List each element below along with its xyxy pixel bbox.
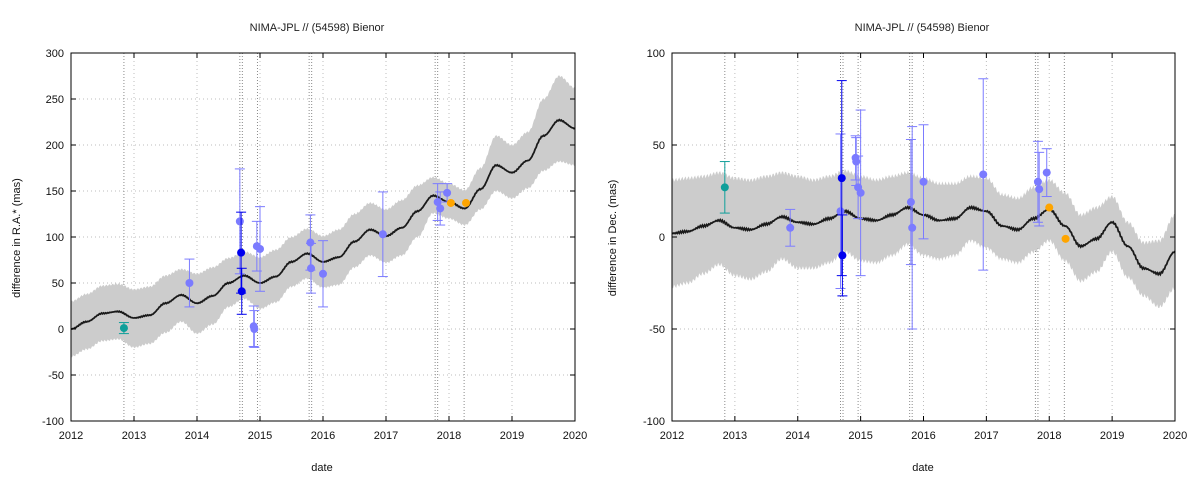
dec-chart-panel: -100 -50 0 50 100 2012 2013 2014 2015 2016 2017 201… [607,22,1187,474]
dec-data-point [979,170,988,179]
dec-data-point [836,207,845,216]
ra-data-point [433,198,442,207]
dec-y-tick-label: 50 [653,140,665,152]
dec-x-tick-label: 2017 [974,430,998,442]
ra-uncertainty-band [71,75,575,358]
dec-x-tick-label: 2020 [1163,430,1187,442]
ra-data-point [446,198,455,207]
ra-x-tick-label: 2019 [500,430,524,442]
ra-x-tick-label: 2016 [311,430,335,442]
ra-data-point [378,230,387,239]
dec-x-tick-label: 2012 [660,430,684,442]
dec-y-tick-label: -50 [649,324,665,336]
ra-x-tick-label: 2018 [437,430,461,442]
dec-x-tick-label: 2016 [911,430,935,442]
ra-data-point [436,204,445,213]
ra-x-tick-label: 2017 [374,430,398,442]
dec-data-point [786,223,795,232]
dec-data-point [906,198,915,207]
ra-data-point [443,188,452,197]
ra-chart-title: NIMA-JPL // (54598) Bienor [250,22,385,34]
ra-y-tick-label: 50 [52,278,64,290]
dec-chart-title: NIMA-JPL // (54598) Bienor [855,22,990,34]
ra-data-point [237,287,246,296]
ra-data-point [306,238,315,247]
dec-plot-area: -100 -50 0 50 100 2012 2013 2014 2015 2016 2017 201… [643,48,1187,442]
ra-y-tick-label: 0 [58,324,64,336]
ra-x-tick-label: 2012 [59,430,83,442]
dec-x-tick-label: 2014 [786,430,810,442]
ra-x-tick-label: 2020 [563,430,587,442]
dec-y-axis-label: difference in Dec. (mas) [607,180,619,297]
ra-y-tick-label: 250 [46,94,64,106]
ra-data-point [119,324,128,333]
ra-plot-area: -100 -50 0 50 100 150 200 250 300 2012 2013 2014 201… [42,48,587,442]
dec-data-point [720,183,729,192]
ra-y-tick-label: 200 [46,140,64,152]
dec-data-point [1035,185,1044,194]
ra-y-tick-label: -50 [48,370,64,382]
dec-x-axis-label: date [912,462,933,474]
ra-data-point [250,325,259,333]
dec-x-tick-label: 2013 [723,430,747,442]
dec-x-tick-label: 2019 [1100,430,1124,442]
ra-y-tick-label: 100 [46,232,64,244]
dec-x-tick-label: 2015 [848,430,872,442]
dec-y-tick-label: -100 [643,416,665,428]
ra-x-tick-label: 2013 [122,430,146,442]
ra-chart-panel: -100 -50 0 50 100 150 200 250 300 2012 2013 2014 201… [11,22,587,474]
ra-data-point [256,244,264,253]
ra-y-tick-label: 150 [46,186,64,198]
ra-y-tick-label: -100 [42,416,64,428]
dec-y-tick-label: 0 [659,232,665,244]
dec-data-point [919,177,928,186]
ra-data-point [185,279,194,287]
dec-data-point [1033,177,1042,186]
ra-data-point [235,217,244,226]
ra-data-point [462,198,471,207]
dec-data-point [908,223,917,232]
ra-x-axis-label: date [311,462,332,474]
ra-x-tick-label: 2014 [185,430,209,442]
dec-x-tick-label: 2018 [1037,430,1061,442]
ra-y-axis-label: difference in R.A.* (mas) [11,178,23,298]
ra-data-point [307,264,316,273]
ra-x-tick-label: 2015 [248,430,272,442]
dec-data-point [1042,168,1051,177]
dec-data-point [856,188,865,197]
ra-data-point [319,269,327,278]
ra-y-tick-label: 300 [46,48,64,60]
dec-data-point [852,157,861,166]
ra-data-point [237,248,246,257]
dec-data-point [838,251,847,260]
dec-data-point [837,174,846,183]
dec-data-point [1045,203,1054,212]
dec-data-point [1061,234,1070,243]
dec-y-tick-label: 100 [647,48,665,60]
